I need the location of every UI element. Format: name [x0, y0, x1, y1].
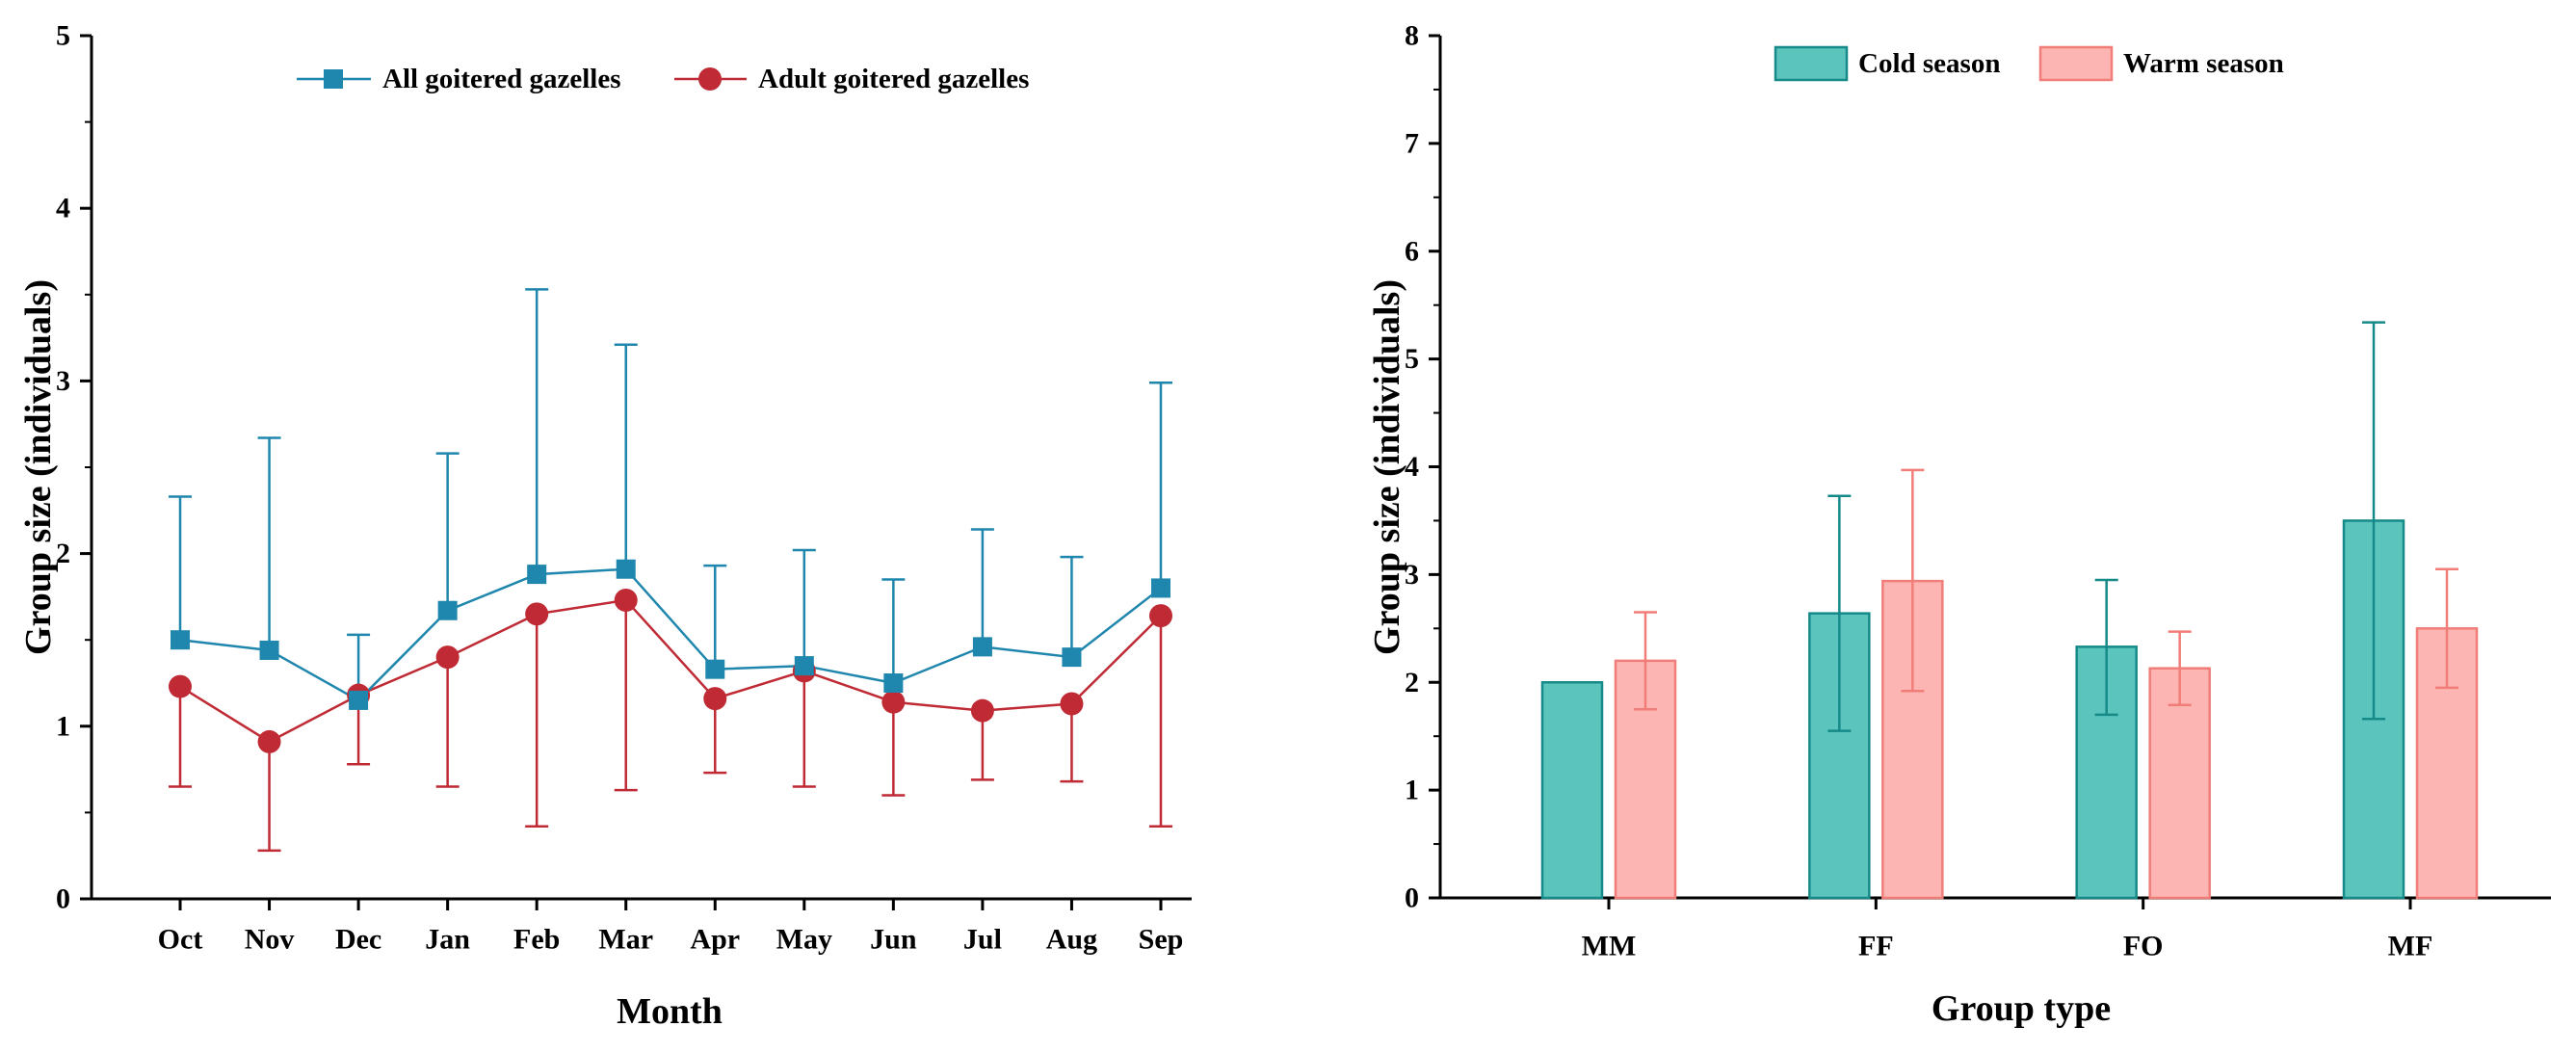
data-point-all-gazelles — [349, 690, 369, 710]
legend-label-cold-season: Cold season — [1858, 48, 2000, 79]
data-point-all-gazelles — [705, 659, 725, 679]
legend-marker-adult-gazelles — [698, 67, 722, 91]
left-x-tick-label: Dec — [335, 924, 381, 956]
data-point-all-gazelles — [527, 565, 547, 585]
left-y-tick-label: 2 — [56, 538, 70, 569]
right-y-tick-label: 3 — [1405, 559, 1419, 591]
series-line-all-gazelles — [179, 567, 1162, 702]
data-point-adult-gazelles — [881, 690, 906, 714]
data-point-all-gazelles — [437, 600, 458, 620]
data-point-adult-gazelles — [703, 687, 727, 711]
left-y-axis-title: Group size (individuals) — [18, 279, 59, 655]
left-y-tick-label: 0 — [56, 883, 70, 915]
data-point-all-gazelles — [171, 630, 190, 650]
data-point-adult-gazelles — [1060, 692, 1084, 716]
right-y-tick-label: 5 — [1405, 343, 1419, 375]
right-y-tick-label: 7 — [1405, 127, 1419, 159]
bar-cold-season — [1540, 681, 1604, 900]
series-line-adult-gazelles — [179, 598, 1162, 744]
left-x-tick-label: Sep — [1139, 924, 1184, 956]
left-series-marks — [169, 288, 1172, 853]
left-x-tick-label: May — [776, 924, 832, 956]
data-point-adult-gazelles — [257, 729, 281, 753]
right-y-tick-label: 6 — [1405, 235, 1419, 267]
right-x-tick-label: FO — [2123, 931, 2164, 962]
left-axes: 0 1 2 3 4 5 Oct Nov Dec Jan Feb Mar Apr May Jun Jul Aug S… — [56, 20, 1192, 956]
legend-marker-all-gazelles — [324, 69, 343, 89]
data-point-adult-gazelles — [970, 698, 994, 723]
data-point-adult-gazelles — [435, 645, 460, 670]
data-point-all-gazelles — [616, 559, 636, 579]
legend-label-all-gazelles: All goitered gazelles — [382, 64, 621, 94]
right-y-tick-label: 0 — [1405, 882, 1419, 914]
data-point-all-gazelles — [883, 673, 904, 693]
right-series-marks — [1540, 321, 2479, 900]
data-point-all-gazelles — [259, 640, 279, 660]
left-x-tick-label: Aug — [1046, 924, 1097, 956]
data-point-all-gazelles — [1062, 647, 1082, 668]
left-y-tick-label: 3 — [56, 365, 70, 397]
data-point-adult-gazelles — [169, 674, 192, 698]
left-x-tick-label: Mar — [598, 924, 653, 956]
legend-swatch-cold-season — [1774, 45, 1849, 82]
left-legend: All goitered gazelles Adult goitered gaze… — [297, 64, 1029, 94]
left-x-tick-label: Oct — [158, 924, 203, 956]
left-x-tick-label: Jan — [425, 924, 470, 956]
right-y-tick-label: 2 — [1405, 667, 1419, 698]
legend-label-warm-season: Warm season — [2123, 48, 2284, 79]
right-y-axis-title: Group size (individuals) — [1367, 279, 1407, 655]
left-x-axis-title: Month — [617, 991, 723, 1032]
left-x-tick-label: Feb — [513, 924, 560, 956]
right-x-tick-label: MM — [1582, 931, 1637, 962]
right-y-tick-label: 4 — [1405, 451, 1419, 483]
data-point-adult-gazelles — [525, 602, 549, 626]
left-y-tick-label: 4 — [56, 193, 70, 224]
left-y-tick-label: 5 — [56, 20, 70, 52]
group-type-bar-chart: 0 1 2 3 4 5 6 7 8 MM FF FO MF Cold season Warm season… — [1367, 20, 2551, 1029]
monthly-group-size-line-chart: 0 1 2 3 4 5 Oct Nov Dec Jan Feb Mar Apr May Jun Jul Aug S… — [18, 20, 1192, 1032]
right-y-tick-label: 8 — [1405, 20, 1419, 52]
left-y-tick-label: 1 — [56, 710, 70, 742]
legend-label-adult-gazelles: Adult goitered gazelles — [758, 64, 1029, 94]
legend-swatch-warm-season — [2038, 45, 2114, 82]
data-point-adult-gazelles — [1149, 604, 1172, 628]
data-point-all-gazelles — [1151, 578, 1170, 598]
left-x-tick-label: Apr — [690, 924, 740, 956]
right-x-tick-label: FF — [1858, 931, 1894, 962]
right-x-axis-title: Group type — [1932, 988, 2111, 1029]
data-point-all-gazelles — [972, 637, 992, 657]
left-x-tick-label: Nov — [245, 924, 295, 956]
data-point-all-gazelles — [794, 656, 814, 676]
left-x-tick-label: Jun — [870, 924, 917, 956]
bar-warm-season — [2148, 667, 2211, 900]
right-y-tick-label: 1 — [1405, 775, 1419, 806]
right-legend: Cold season Warm season — [1774, 45, 2284, 82]
left-x-tick-label: Jul — [963, 924, 1002, 956]
right-x-tick-label: MF — [2388, 931, 2433, 962]
data-point-adult-gazelles — [614, 588, 638, 612]
